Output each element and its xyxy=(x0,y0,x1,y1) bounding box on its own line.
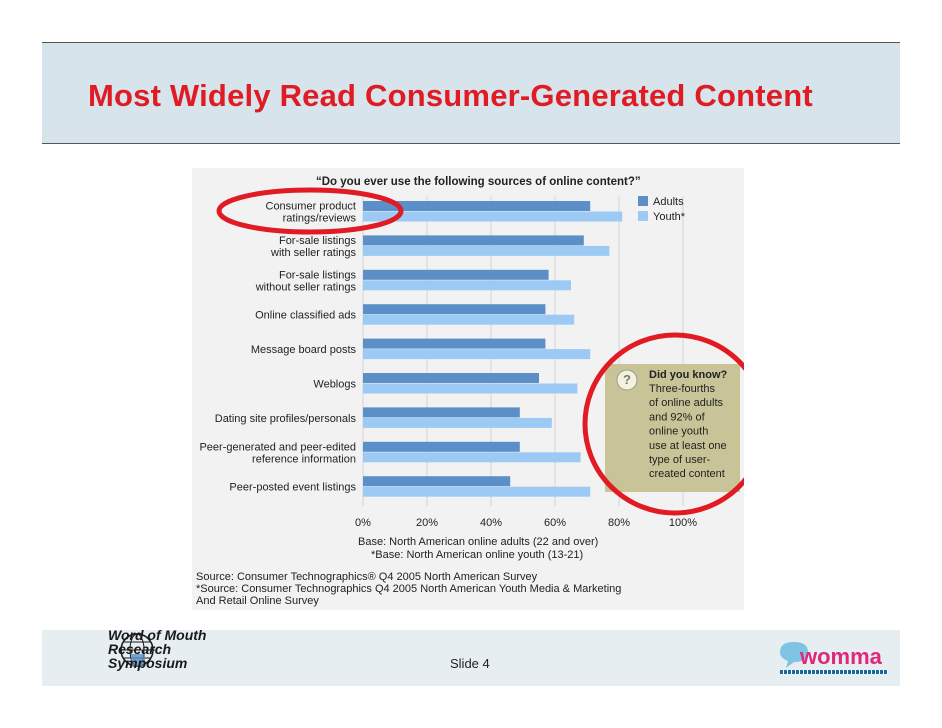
callout-heading: Did you know? xyxy=(649,369,728,381)
bar-adults xyxy=(363,304,546,315)
category-label: Message board posts xyxy=(251,344,357,356)
category-label: Weblogs xyxy=(313,379,356,391)
source-note: *Source: Consumer Technographics Q4 2005… xyxy=(196,583,621,595)
base-note: Base: North American online adults (22 a… xyxy=(358,536,598,548)
wom-logo-text: Word of Mouth Research Symposium xyxy=(108,628,207,670)
bar-youth xyxy=(363,486,591,497)
bar-adults xyxy=(363,235,584,246)
base-note: *Base: North American online youth (13-2… xyxy=(371,549,583,561)
category-label: Online classified ads xyxy=(255,310,356,322)
chart-panel: “Do you ever use the following sources o… xyxy=(192,168,744,610)
red-circle-highlight xyxy=(582,332,744,516)
callout-line: online youth xyxy=(649,426,708,438)
bar-adults xyxy=(363,476,511,487)
bar-youth xyxy=(363,349,591,360)
bar-adults xyxy=(363,201,591,211)
wom-logo-line: Symposium xyxy=(108,655,188,671)
x-tick-label: 80% xyxy=(608,517,630,529)
category-label: Dating site profiles/personals xyxy=(215,413,357,425)
womma-logo-text: womma xyxy=(800,644,882,669)
bar-adults xyxy=(363,269,549,280)
x-tick-label: 40% xyxy=(480,517,502,529)
bar-adults xyxy=(363,407,520,418)
category-label: Consumer product xyxy=(266,201,357,213)
bar-youth xyxy=(363,245,610,256)
slide-number: Slide 4 xyxy=(450,656,490,671)
legend-label: Adults xyxy=(653,196,684,208)
callout-line: created content xyxy=(649,468,725,480)
legend-label: Youth* xyxy=(653,211,686,223)
category-label: For-sale listings xyxy=(279,235,357,247)
callout-line: type of user- xyxy=(649,454,710,466)
category-label: ratings/reviews xyxy=(283,213,357,225)
bar-youth xyxy=(363,383,578,394)
category-label: with seller ratings xyxy=(270,247,356,259)
callout-line: of online adults xyxy=(649,397,723,409)
callout-line: and 92% of xyxy=(649,411,706,423)
category-label: without seller ratings xyxy=(255,281,357,293)
chart-title: “Do you ever use the following sources o… xyxy=(316,176,641,188)
x-tick-label: 0% xyxy=(355,517,371,529)
wom-logo-line: Word of Mouth xyxy=(108,627,207,643)
womma-logo-tagline xyxy=(780,670,888,674)
legend-swatch xyxy=(638,196,648,206)
category-label: reference information xyxy=(252,453,356,465)
category-label: Peer-generated and peer-edited xyxy=(199,441,356,453)
x-tick-label: 100% xyxy=(669,517,697,529)
bar-chart: “Do you ever use the following sources o… xyxy=(196,176,744,607)
title-band xyxy=(42,42,900,144)
question-icon xyxy=(616,369,638,391)
x-tick-label: 20% xyxy=(416,517,438,529)
legend-swatch xyxy=(638,211,648,221)
callout-line: Three-fourths xyxy=(649,383,716,395)
question-icon-glyph: ? xyxy=(623,372,631,387)
red-circle-highlight xyxy=(216,187,404,235)
bar-youth xyxy=(363,280,571,291)
source-note: Source: Consumer Technographics® Q4 2005… xyxy=(196,571,538,583)
footer-band xyxy=(42,630,900,686)
category-label: Peer-posted event listings xyxy=(229,482,356,494)
source-note: And Retail Online Survey xyxy=(196,595,319,607)
x-tick-label: 60% xyxy=(544,517,566,529)
bar-adults xyxy=(363,373,539,383)
wom-logo-line: Research xyxy=(108,641,172,657)
category-label: For-sale listings xyxy=(279,269,357,281)
womma-logo-icon xyxy=(780,642,808,668)
bar-youth xyxy=(363,314,575,325)
bar-youth xyxy=(363,452,581,463)
bar-youth xyxy=(363,417,552,428)
globe-icon xyxy=(119,633,155,667)
slide-title: Most Widely Read Consumer-Generated Cont… xyxy=(88,78,813,113)
bar-adults xyxy=(363,441,520,452)
callout-line: use at least one xyxy=(649,440,727,452)
bar-youth xyxy=(363,211,623,222)
bar-adults xyxy=(363,338,546,349)
